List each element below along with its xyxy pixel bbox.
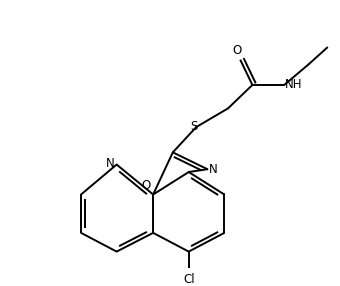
Text: S: S	[191, 120, 198, 133]
Text: O: O	[233, 44, 242, 57]
Text: Cl: Cl	[183, 273, 194, 286]
Text: N: N	[209, 163, 218, 176]
Text: N: N	[106, 157, 115, 170]
Text: O: O	[141, 179, 150, 192]
Text: NH: NH	[285, 78, 303, 90]
